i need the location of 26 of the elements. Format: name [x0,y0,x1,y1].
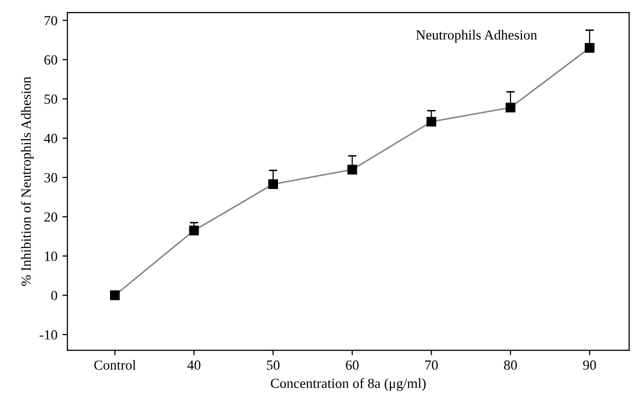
point [189,226,199,236]
y-tick-label: 0 [51,290,58,300]
point [347,164,358,174]
y-tick-label: 60 [44,55,58,65]
x-tick-label: 70 [425,360,438,370]
x-tick-label: Control [94,360,136,370]
y-tick-label: 10 [45,252,58,261]
point [426,116,436,127]
point [268,179,278,190]
annotation: Neutrophils Adhesion [416,30,538,42]
y-tick-label: 40 [44,134,58,144]
x-tick-label: 60 [346,360,359,370]
y-tick-label: -10 [40,330,58,340]
x-tick-label: 40 [187,360,200,370]
point [110,290,120,300]
y-axis-title: % Inhibition of Neutrophils Adhesion [20,76,34,286]
x-tick-label: 50 [266,360,280,370]
x-tick-label: 80 [504,360,517,370]
y-tick-label: 70 [44,16,58,26]
y-tick-label: 50 [44,94,58,104]
point [584,42,594,53]
y-tick-label: 20 [44,212,58,222]
y-tick-label: 30 [44,173,58,182]
x-tick-label: 90 [583,360,596,370]
x-axis-title: Concentration of 8a (μg/ml) [270,378,426,391]
point [506,102,516,112]
